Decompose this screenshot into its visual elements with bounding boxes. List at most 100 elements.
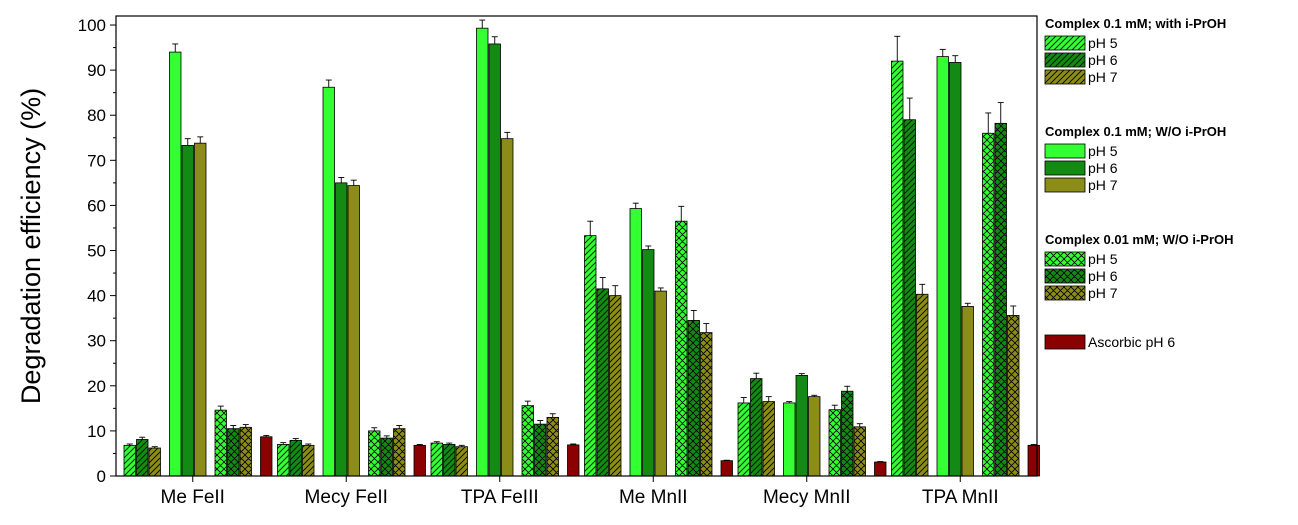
legend-swatch [1044,143,1086,159]
legend-entry: pH 5 [1088,143,1118,159]
bar-tpa-mnii-g2-ph7 [961,306,974,477]
plot-frame [115,15,1038,477]
bar-mecy-mnii-ascorbic [874,461,887,477]
bar-mecy-feii-g2-ph7 [347,185,360,477]
legend-title: Complex 0.1 mM; with i-PrOH [1045,16,1226,31]
legend-title: Complex 0.1 mM; W/O i-PrOH [1045,124,1226,139]
bar-me-mnii-g2-ph5 [629,208,642,477]
bar-me-feii-g3-ph5-pattern [215,410,227,476]
y-tick-label: 30 [87,332,106,351]
y-tick-label: 0 [97,467,106,486]
legend-entry: pH 6 [1088,160,1118,176]
bar-tpa-mnii-g3-ph5-pattern [982,133,994,477]
bar-me-feii-g1-ph5-pattern [124,445,136,476]
y-tick-label: 40 [87,287,106,306]
bar-mecy-feii-ascorbic [413,444,426,477]
y-tick-label: 50 [87,242,106,261]
y-tick-label: 100 [78,16,106,35]
legend-entry: pH 5 [1088,35,1118,51]
bar-me-mnii-g2-ph7 [654,290,667,477]
y-tick-label: 10 [87,422,106,441]
bar-mecy-mnii-g2-ph7 [808,396,821,477]
bar-tpa-feiii-g1-ph7-pattern [456,446,468,476]
bar-mecy-mnii-g2-ph6 [795,375,808,477]
bar-mecy-mnii-g1-ph5-pattern [738,402,750,476]
bar-tpa-mnii-g1-ph7-pattern [916,294,928,476]
bar-mecy-feii-g1-ph7-pattern [302,445,314,476]
bar-me-mnii-g3-ph6-pattern [688,320,700,476]
bar-tpa-mnii-g3-ph6-pattern [995,123,1007,476]
legend-entry: pH 7 [1088,285,1118,301]
axes: Me FeII Mecy FeII TPA FeIII Me MnII Mecy MnI… [16,15,1038,508]
x-tick-label: TPA FeIII [461,487,539,508]
bar-tpa-mnii-g3-ph7-pattern [1007,315,1019,476]
bar-tpa-feiii-g3-ph5-pattern [522,405,534,476]
bar-me-mnii-g3-ph7-pattern [700,332,712,476]
bar-mecy-feii-g3-ph7-pattern [393,428,405,476]
legend-swatch-pattern [1045,36,1085,50]
legend-swatch-pattern [1045,286,1085,300]
bar-mecy-feii-g3-ph5-pattern [368,430,380,476]
bar-tpa-feiii-g2-ph6 [488,43,501,477]
y-tick-label: 20 [87,377,106,396]
bar-mecy-feii-g2-ph6 [335,182,348,477]
bar-tpa-feiii-g1-ph5-pattern [431,443,443,476]
bar-mecy-mnii-g3-ph5-pattern [829,409,841,476]
legend-swatch-pattern [1045,53,1085,67]
bar-me-mnii-g1-ph5-pattern [584,235,596,476]
legend-swatch-pattern [1045,269,1085,283]
bar-me-mnii-g1-ph6-pattern [597,288,609,476]
legend-swatch [1044,177,1086,193]
legend-entry: pH 7 [1088,177,1118,193]
legend-swatch-ascorbic [1044,334,1086,350]
legend-entry: pH 7 [1088,69,1118,85]
bar-me-mnii-ascorbic [720,460,733,477]
bar-tpa-feiii-g2-ph7 [501,138,514,477]
bar-me-feii-g3-ph7-pattern [240,427,252,476]
x-tick-label: Mecy FeII [305,487,388,508]
y-tick-label: 90 [87,61,106,80]
bar-tpa-feiii-g2-ph5 [476,27,489,477]
bar-me-feii-g3-ph6-pattern [227,428,239,476]
bar-me-mnii-g1-ph7-pattern [609,295,621,476]
legend-entry: pH 5 [1088,251,1118,267]
bar-mecy-mnii-g1-ph7-pattern [763,401,775,476]
bar-mecy-feii-g1-ph5-pattern [277,444,289,476]
bar-me-feii-g1-ph6-pattern [136,439,148,476]
legend-title: Complex 0.01 mM; W/O i-PrOH [1045,232,1234,247]
plot-area [123,19,1040,477]
legend-swatch-pattern [1045,252,1085,266]
bar-me-feii-g1-ph7-pattern [149,448,161,476]
bar-tpa-feiii-g3-ph7-pattern [547,417,559,476]
legend-entry: pH 6 [1088,52,1118,68]
bar-mecy-mnii-g1-ph6-pattern [750,378,762,476]
bar-mecy-mnii-g3-ph6-pattern [841,391,853,476]
bar-mecy-mnii-g3-ph7-pattern [854,426,866,476]
bar-tpa-mnii-ascorbic [1027,444,1040,477]
bar-tpa-feiii-g3-ph6-pattern [534,424,546,476]
bar-mecy-feii-g2-ph5 [322,86,335,477]
bar-tpa-mnii-g2-ph6 [949,62,962,477]
bar-tpa-mnii-g1-ph5-pattern [891,61,903,477]
bar-tpa-mnii-g1-ph6-pattern [904,119,916,476]
bar-me-mnii-g3-ph5-pattern [675,221,687,476]
bar-me-feii-g2-ph5 [169,51,182,477]
bar-me-feii-ascorbic [260,436,273,477]
y-axis-label: Degradation efficiency (%) [16,88,46,404]
legend-entry: pH 6 [1088,268,1118,284]
x-tick-label: Me FeII [161,487,225,508]
x-tick-label: TPA MnII [922,487,999,508]
y-tick-label: 60 [87,196,106,215]
bar-me-feii-g2-ph7 [194,142,207,477]
legend-swatch-pattern [1045,70,1085,84]
legend-swatch [1044,160,1086,176]
legend-entry-ascorbic: Ascorbic pH 6 [1088,334,1175,350]
bar-mecy-feii-g1-ph6-pattern [290,440,302,476]
x-tick-label: Mecy MnII [763,487,851,508]
bar-mecy-mnii-g2-ph5 [783,402,796,477]
bar-tpa-feiii-g1-ph6-pattern [443,444,455,476]
y-tick-label: 80 [87,106,106,125]
bar-mecy-feii-g3-ph6-pattern [381,438,393,476]
